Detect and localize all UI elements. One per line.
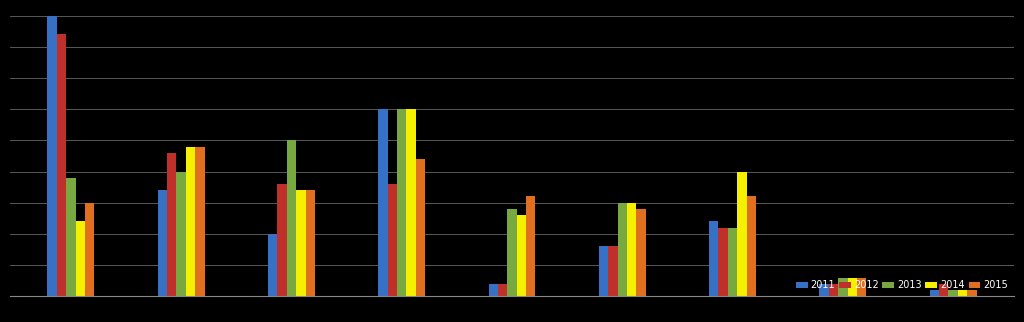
Bar <box>378 109 388 296</box>
Bar <box>76 222 85 296</box>
Bar <box>416 159 425 296</box>
Bar <box>957 290 967 296</box>
Bar <box>719 228 728 296</box>
Bar <box>507 209 517 296</box>
Bar <box>498 284 507 296</box>
Bar <box>608 246 617 296</box>
Bar <box>948 290 957 296</box>
Bar <box>599 246 608 296</box>
Bar <box>617 203 627 296</box>
Bar <box>158 190 167 296</box>
Bar <box>737 172 746 296</box>
Bar <box>930 290 939 296</box>
Bar <box>857 278 866 296</box>
Bar <box>185 147 196 296</box>
Bar <box>488 284 498 296</box>
Bar <box>388 184 397 296</box>
Bar <box>636 209 646 296</box>
Bar <box>939 284 948 296</box>
Bar <box>278 184 287 296</box>
Bar <box>828 284 838 296</box>
Bar <box>397 109 407 296</box>
Bar <box>746 196 756 296</box>
Bar <box>526 196 536 296</box>
Bar <box>728 228 737 296</box>
Bar <box>176 172 185 296</box>
Bar <box>47 16 56 296</box>
Bar <box>967 290 977 296</box>
Legend: 2011, 2012, 2013, 2014, 2015: 2011, 2012, 2013, 2014, 2015 <box>795 279 1009 291</box>
Bar <box>407 109 416 296</box>
Bar <box>167 153 176 296</box>
Bar <box>268 234 278 296</box>
Bar <box>296 190 305 296</box>
Bar <box>305 190 314 296</box>
Bar <box>819 284 828 296</box>
Bar <box>196 147 205 296</box>
Bar <box>67 178 76 296</box>
Bar <box>627 203 636 296</box>
Bar <box>85 203 94 296</box>
Bar <box>838 278 848 296</box>
Bar <box>517 215 526 296</box>
Bar <box>287 140 296 296</box>
Bar <box>709 222 719 296</box>
Bar <box>56 34 67 296</box>
Bar <box>848 278 857 296</box>
